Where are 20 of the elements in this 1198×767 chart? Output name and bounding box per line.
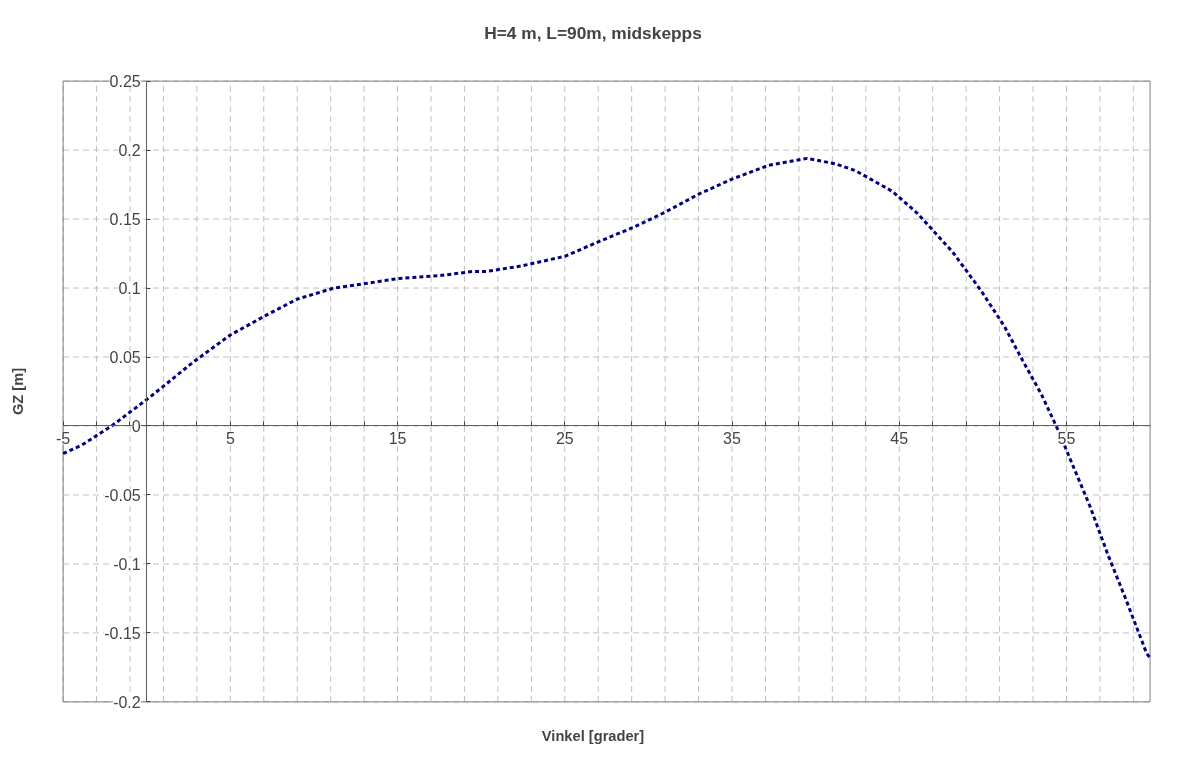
x-tick-label: 45	[890, 429, 909, 447]
x-tick-label: 5	[225, 429, 235, 447]
y-tick-label: 0.1	[118, 280, 141, 298]
y-tick-label: 0.2	[118, 142, 141, 160]
y-tick-label: -0.15	[104, 624, 141, 642]
y-axis-title: GZ [m]	[9, 367, 26, 416]
y-tick-label: -0.2	[113, 693, 141, 711]
chart-title: H=4 m, L=90m, midskepps	[484, 22, 702, 43]
x-tick-label: 15	[388, 429, 407, 447]
x-tick-label: -5	[56, 429, 71, 447]
y-tick-label: 0	[131, 417, 141, 435]
y-tick-label: -0.05	[104, 486, 141, 504]
x-tick-label: 35	[723, 429, 742, 447]
y-tick-label: 0.25	[109, 73, 141, 91]
x-axis-title: Vinkel [grader]	[541, 727, 645, 744]
y-tick-label: 0.05	[109, 349, 141, 367]
y-tick-label: 0.15	[109, 211, 141, 229]
y-tick-label: -0.1	[113, 555, 141, 573]
x-tick-label: 25	[555, 429, 574, 447]
x-tick-label: 55	[1057, 429, 1076, 447]
